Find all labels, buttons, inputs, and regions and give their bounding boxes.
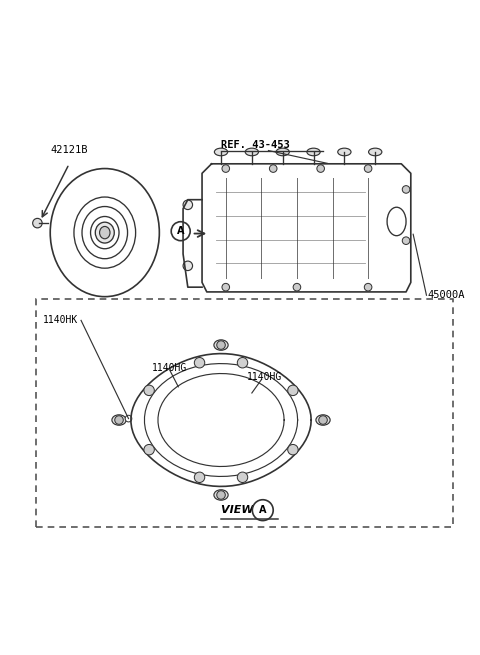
Circle shape: [222, 165, 229, 172]
Ellipse shape: [215, 148, 228, 156]
Circle shape: [269, 165, 277, 172]
Circle shape: [144, 445, 155, 455]
Circle shape: [237, 472, 248, 483]
Ellipse shape: [112, 415, 126, 425]
Ellipse shape: [214, 490, 228, 500]
Circle shape: [364, 284, 372, 291]
Text: 45000A: 45000A: [427, 290, 465, 300]
Circle shape: [217, 341, 225, 349]
Text: 1140HG: 1140HG: [247, 372, 282, 383]
Circle shape: [293, 284, 301, 291]
Circle shape: [288, 385, 298, 396]
Circle shape: [222, 284, 229, 291]
Text: REF. 43-453: REF. 43-453: [221, 140, 290, 150]
Circle shape: [319, 416, 327, 424]
Ellipse shape: [214, 340, 228, 350]
Circle shape: [33, 218, 42, 228]
Circle shape: [194, 358, 205, 368]
Text: 1140HG: 1140HG: [152, 363, 188, 373]
Circle shape: [115, 416, 123, 424]
Circle shape: [183, 200, 192, 210]
Ellipse shape: [276, 148, 289, 156]
Ellipse shape: [316, 415, 330, 425]
Circle shape: [402, 237, 410, 244]
Text: VIEW: VIEW: [221, 505, 258, 515]
Ellipse shape: [96, 222, 114, 243]
Circle shape: [125, 415, 132, 422]
Ellipse shape: [99, 227, 110, 239]
Text: A: A: [177, 226, 184, 236]
Ellipse shape: [307, 148, 320, 156]
Circle shape: [144, 385, 155, 396]
Circle shape: [217, 491, 225, 499]
Circle shape: [194, 472, 205, 483]
Circle shape: [183, 261, 192, 271]
Ellipse shape: [245, 148, 259, 156]
Ellipse shape: [369, 148, 382, 156]
Circle shape: [237, 358, 248, 368]
Circle shape: [364, 165, 372, 172]
Circle shape: [317, 165, 324, 172]
Circle shape: [288, 445, 298, 455]
Ellipse shape: [338, 148, 351, 156]
Text: A: A: [259, 505, 266, 515]
Text: 42121B: 42121B: [50, 145, 88, 155]
Text: 1140HK: 1140HK: [43, 316, 78, 326]
Circle shape: [402, 185, 410, 193]
